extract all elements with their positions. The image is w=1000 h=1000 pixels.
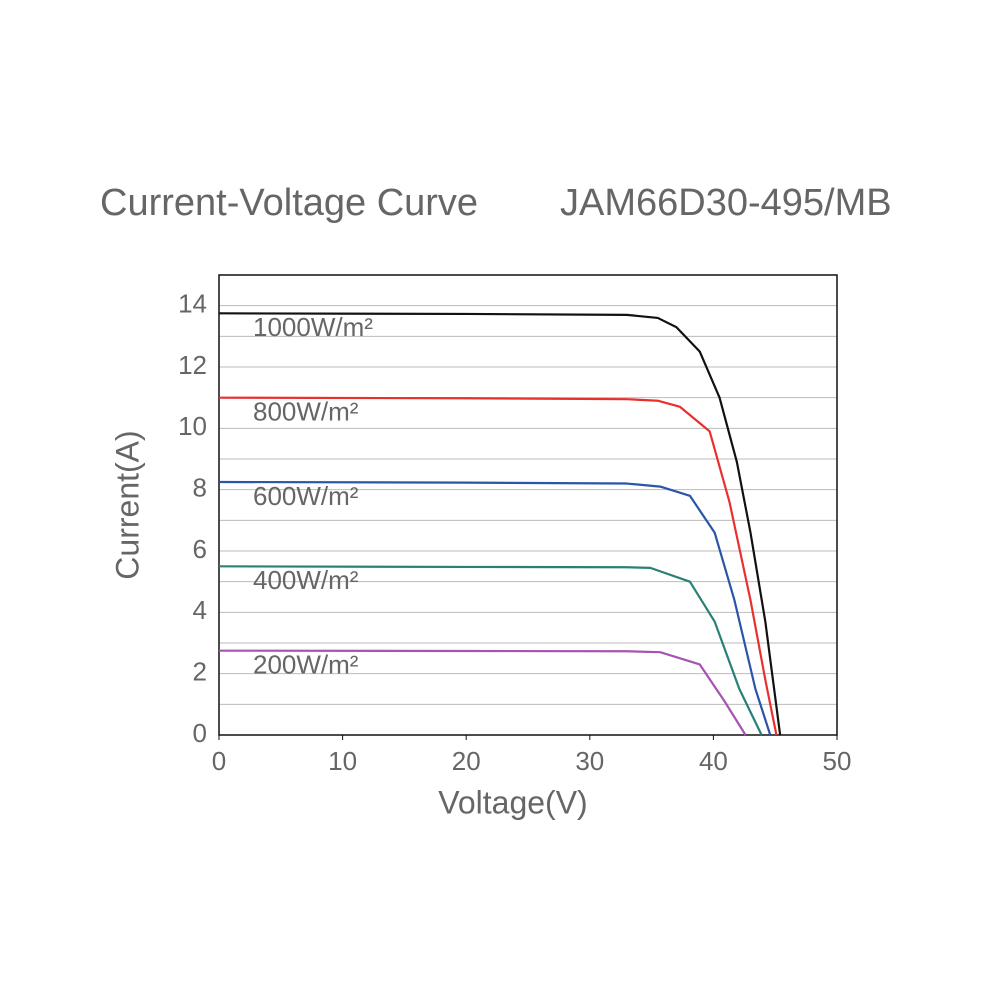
y-tick-label: 4 [193, 595, 207, 625]
x-tick-label: 50 [823, 746, 852, 776]
iv-curve [218, 565, 763, 736]
y-tick-label: 14 [178, 289, 207, 319]
series-label: 1000W/m² [253, 312, 373, 342]
plot-frame [218, 274, 838, 736]
x-tick-label: 0 [212, 746, 226, 776]
iv-curve [218, 312, 782, 736]
x-tick-label: 40 [699, 746, 728, 776]
x-tick-label: 30 [575, 746, 604, 776]
series-label: 600W/m² [253, 481, 359, 511]
iv-curve [218, 649, 747, 736]
series-label: 400W/m² [253, 565, 359, 595]
x-axis-label: Voltage(V) [438, 784, 587, 820]
y-tick-label: 12 [178, 350, 207, 380]
y-axis-label: Current(A) [109, 430, 145, 579]
series-label: 800W/m² [253, 397, 359, 427]
iv-curve [218, 396, 778, 736]
chart-title: Current-Voltage Curve [100, 182, 478, 224]
y-tick-label: 2 [193, 657, 207, 687]
chart-subtitle: JAM66D30-495/MB [560, 182, 892, 224]
y-tick-label: 0 [193, 718, 207, 748]
iv-curve [218, 480, 772, 736]
y-tick-label: 8 [193, 473, 207, 503]
y-tick-label: 10 [178, 411, 207, 441]
series-label: 200W/m² [253, 650, 359, 680]
x-tick-label: 10 [328, 746, 357, 776]
y-tick-label: 6 [193, 534, 207, 564]
x-tick-label: 20 [452, 746, 481, 776]
